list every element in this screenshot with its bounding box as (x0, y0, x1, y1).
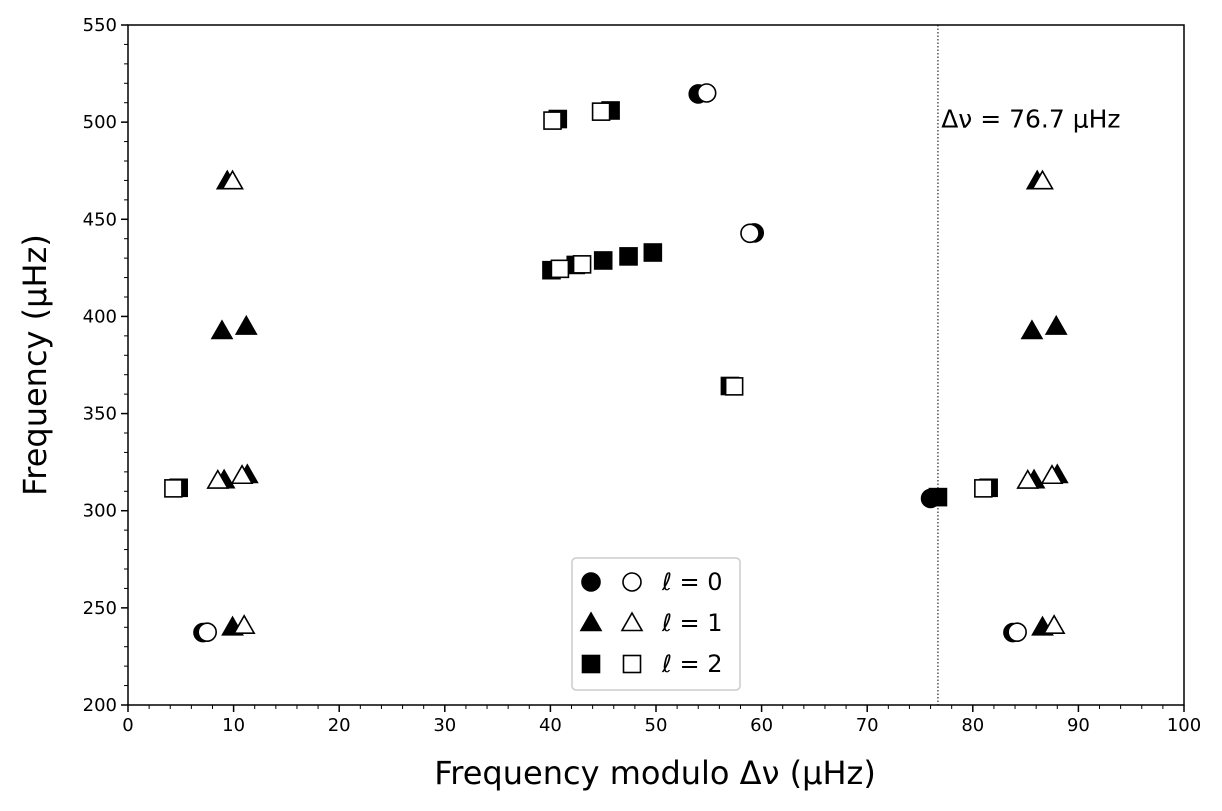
data-point-triangle-open-5 (1016, 468, 1040, 489)
x-tick-label-60: 60 (750, 715, 773, 736)
data-point-square-open-5 (724, 377, 744, 396)
data-point-circle-open-0 (197, 622, 217, 642)
legend-label-0: ℓ = 0 (661, 568, 723, 596)
x-tick-label-50: 50 (645, 715, 668, 736)
x-axis-label: Frequency modulo Δν (μHz) (434, 754, 876, 792)
legend-label-2: ℓ = 2 (661, 650, 723, 678)
x-tick-label-70: 70 (856, 715, 879, 736)
legend-marker-circle-open (622, 572, 642, 592)
x-tick-label-10: 10 (222, 715, 245, 736)
delta-nu-annotation: Δν = 76.7 μHz (941, 104, 1120, 133)
y-tick-label-300: 300 (83, 501, 117, 522)
data-point-triangle-open-3 (221, 169, 244, 190)
y-tick-label-350: 350 (83, 404, 117, 425)
data-point-triangle-open-0 (232, 614, 256, 635)
data-point-square-filled-7 (643, 243, 663, 262)
data-point-triangle-filled-4 (234, 314, 258, 335)
legend-marker-square-filled (581, 654, 601, 674)
data-point-triangle-open-7 (1031, 169, 1054, 190)
y-tick-label-450: 450 (83, 209, 117, 230)
data-point-circle-open-1 (696, 83, 717, 103)
x-tick-label-40: 40 (539, 715, 562, 736)
x-tick-label-30: 30 (433, 715, 456, 736)
y-tick-label-250: 250 (83, 598, 117, 619)
y-tick-label-500: 500 (83, 112, 117, 133)
legend-label-1: ℓ = 1 (661, 609, 723, 637)
legend-marker-triangle-filled (579, 611, 603, 632)
data-point-square-open-4 (572, 255, 592, 274)
data-point-circle-open-3 (1007, 622, 1027, 642)
data-point-triangle-filled-9 (1020, 319, 1044, 340)
legend-marker-circle-filled (581, 572, 601, 592)
x-tick-label-80: 80 (961, 715, 984, 736)
data-point-triangle-open-1 (206, 468, 230, 489)
data-point-square-open-3 (550, 259, 570, 279)
y-tick-label-400: 400 (83, 306, 117, 327)
legend-frame (571, 557, 741, 691)
data-point-triangle-open-4 (1042, 614, 1066, 635)
data-point-circle-open-2 (740, 223, 760, 244)
data-point-square-open-1 (543, 111, 562, 130)
x-tick-label-100: 100 (1167, 715, 1201, 736)
axes: 0 10 20 30 40 50 60 70 80 90 100 200 250 300 350 400 450… (83, 15, 1202, 736)
data-point-square-filled-9 (928, 487, 948, 507)
data-point-triangle-open-6 (1040, 464, 1064, 485)
plot-area (164, 25, 1069, 705)
x-tick-label-20: 20 (328, 715, 351, 736)
data-point-triangle-open-2 (230, 464, 254, 485)
data-point-triangle-filled-3 (210, 319, 234, 340)
y-tick-label-200: 200 (83, 695, 117, 716)
y-tick-label-550: 550 (83, 15, 117, 36)
data-point-square-filled-6 (619, 247, 638, 266)
data-point-square-open-2 (591, 102, 611, 121)
x-tick-label-90: 90 (1067, 715, 1090, 736)
data-point-triangle-filled-10 (1044, 314, 1068, 335)
data-point-square-filled-5 (593, 251, 613, 270)
y-axis-label: Frequency (μHz) (16, 234, 54, 496)
data-point-square-open-6 (974, 479, 993, 498)
data-point-square-open-0 (164, 479, 183, 498)
legend-marker-triangle-open (620, 611, 644, 632)
legend-marker-square-open (622, 654, 642, 674)
x-tick-label-0: 0 (122, 715, 133, 736)
legend: ℓ = 0 ℓ = 1 ℓ = 2 (571, 557, 741, 691)
